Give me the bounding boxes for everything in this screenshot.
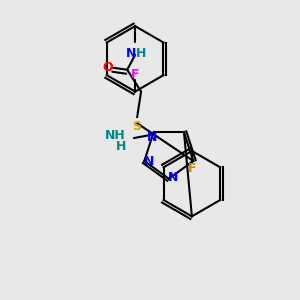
Text: N: N bbox=[126, 47, 136, 60]
Text: N: N bbox=[146, 130, 157, 144]
Text: H: H bbox=[136, 47, 146, 60]
Text: F: F bbox=[131, 68, 140, 81]
Text: N: N bbox=[168, 171, 178, 184]
Text: S: S bbox=[133, 120, 142, 133]
Text: N: N bbox=[144, 155, 154, 168]
Text: F: F bbox=[188, 162, 196, 175]
Text: NH: NH bbox=[105, 129, 126, 142]
Text: O: O bbox=[102, 61, 113, 74]
Text: H: H bbox=[116, 140, 126, 154]
